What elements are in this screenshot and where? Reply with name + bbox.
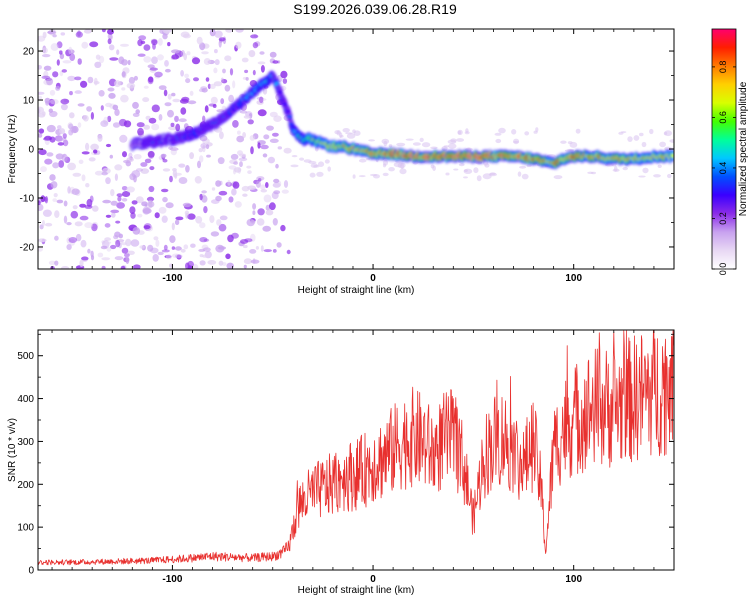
spectrogram-ylabel: Frequency (Hz) [7, 115, 18, 184]
svg-text:0: 0 [370, 574, 376, 585]
spectrogram-ridge [129, 70, 674, 170]
svg-text:-20: -20 [20, 242, 35, 253]
svg-text:0.2: 0.2 [718, 212, 728, 225]
svg-text:0.8: 0.8 [718, 61, 728, 74]
snr-axes: -100 0 100 0 100 200 300 400 500 [17, 330, 675, 585]
snr-series-line [38, 330, 674, 566]
svg-text:0: 0 [370, 273, 376, 284]
svg-text:100: 100 [17, 523, 34, 534]
svg-text:-10: -10 [20, 193, 35, 204]
colorbar-gradient [711, 28, 737, 270]
figure-title: S199.2026.039.06.28.R19 [293, 1, 457, 17]
spectrogram-noise-blobs [38, 29, 674, 269]
svg-text:100: 100 [565, 273, 582, 284]
snr-panel: -100 0 100 0 100 200 300 400 500 Height of strai… [7, 329, 675, 596]
svg-text:100: 100 [565, 574, 582, 585]
svg-text:0: 0 [28, 566, 34, 577]
snr-xlabel: Height of straight line (km) [298, 585, 415, 596]
snr-ylabel: SNR (10 * v/v) [7, 418, 18, 482]
svg-text:200: 200 [17, 480, 34, 491]
svg-text:400: 400 [17, 394, 34, 405]
svg-text:0.6: 0.6 [718, 111, 728, 124]
snr-frame [37, 329, 675, 571]
svg-text:20: 20 [23, 47, 35, 58]
colorbar-ticks: 0.0 0.2 0.4 0.6 0.8 [712, 61, 736, 276]
spectrogram-xlabel: Height of straight line (km) [298, 285, 415, 296]
svg-text:-100: -100 [162, 574, 182, 585]
svg-text:500: 500 [17, 351, 34, 362]
svg-text:300: 300 [17, 437, 34, 448]
svg-text:10: 10 [23, 96, 35, 107]
svg-text:-100: -100 [162, 273, 182, 284]
colorbar: 0.0 0.2 0.4 0.6 0.8 Normalized spectral ampl… [711, 28, 749, 276]
colorbar-label: Normalized spectral amplitude [738, 81, 749, 216]
svg-text:0.4: 0.4 [718, 162, 728, 175]
svg-text:0.0: 0.0 [718, 263, 728, 276]
svg-text:0: 0 [28, 145, 34, 156]
